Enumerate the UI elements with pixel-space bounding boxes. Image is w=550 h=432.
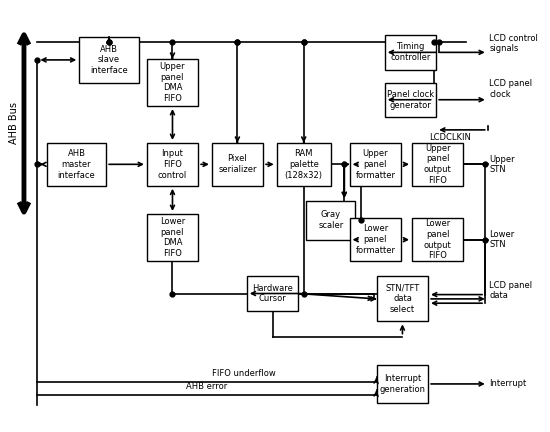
Text: Upper
panel
DMA
FIFO: Upper panel DMA FIFO bbox=[160, 62, 185, 103]
Text: Input
FIFO
control: Input FIFO control bbox=[158, 149, 187, 180]
Text: Lower
panel
formatter: Lower panel formatter bbox=[355, 225, 395, 255]
Text: Timing
controller: Timing controller bbox=[390, 42, 431, 62]
Bar bbox=[412, 218, 463, 261]
Text: Pixel
serializer: Pixel serializer bbox=[218, 155, 257, 174]
Text: LCD panel
data: LCD panel data bbox=[490, 280, 532, 300]
Bar bbox=[306, 201, 355, 240]
Bar bbox=[385, 35, 436, 70]
Text: LCDCLKIN: LCDCLKIN bbox=[429, 133, 471, 142]
Text: STN/TFT
data
select: STN/TFT data select bbox=[386, 284, 420, 314]
Text: AHB error: AHB error bbox=[186, 382, 227, 391]
Text: LCD control
signals: LCD control signals bbox=[490, 34, 538, 54]
Bar bbox=[350, 218, 401, 261]
Text: Upper
panel
output
FIFO: Upper panel output FIFO bbox=[424, 144, 452, 185]
Text: AHB Bus: AHB Bus bbox=[9, 102, 19, 144]
Bar bbox=[47, 143, 106, 186]
Text: AHB
slave
interface: AHB slave interface bbox=[90, 44, 128, 75]
Bar bbox=[385, 83, 436, 117]
Bar bbox=[277, 143, 331, 186]
Text: Hardware
Cursor: Hardware Cursor bbox=[252, 284, 293, 303]
Bar bbox=[79, 37, 139, 83]
Text: Upper
STN: Upper STN bbox=[490, 155, 515, 174]
Bar bbox=[212, 143, 263, 186]
Text: Interrupt: Interrupt bbox=[490, 379, 526, 388]
Text: Lower
panel
output
FIFO: Lower panel output FIFO bbox=[424, 219, 452, 260]
Bar bbox=[247, 276, 298, 311]
Bar bbox=[147, 59, 198, 106]
Bar bbox=[412, 143, 463, 186]
Text: Lower
STN: Lower STN bbox=[490, 230, 515, 249]
Text: Lower
panel
DMA
FIFO: Lower panel DMA FIFO bbox=[160, 217, 185, 258]
Bar bbox=[350, 143, 401, 186]
Text: Upper
panel
formatter: Upper panel formatter bbox=[355, 149, 395, 180]
Text: Panel clock
generator: Panel clock generator bbox=[387, 90, 434, 110]
Bar bbox=[147, 214, 198, 261]
Text: Interrupt
generation: Interrupt generation bbox=[379, 374, 426, 394]
Bar bbox=[377, 276, 428, 321]
Text: LCD panel
clock: LCD panel clock bbox=[490, 79, 532, 98]
Text: Gray
scaler: Gray scaler bbox=[318, 210, 343, 230]
Text: AHB
master
interface: AHB master interface bbox=[58, 149, 95, 180]
Text: RAM
palette
(128x32): RAM palette (128x32) bbox=[285, 149, 323, 180]
Bar bbox=[147, 143, 198, 186]
Bar bbox=[377, 365, 428, 403]
Text: FIFO underflow: FIFO underflow bbox=[212, 369, 276, 378]
